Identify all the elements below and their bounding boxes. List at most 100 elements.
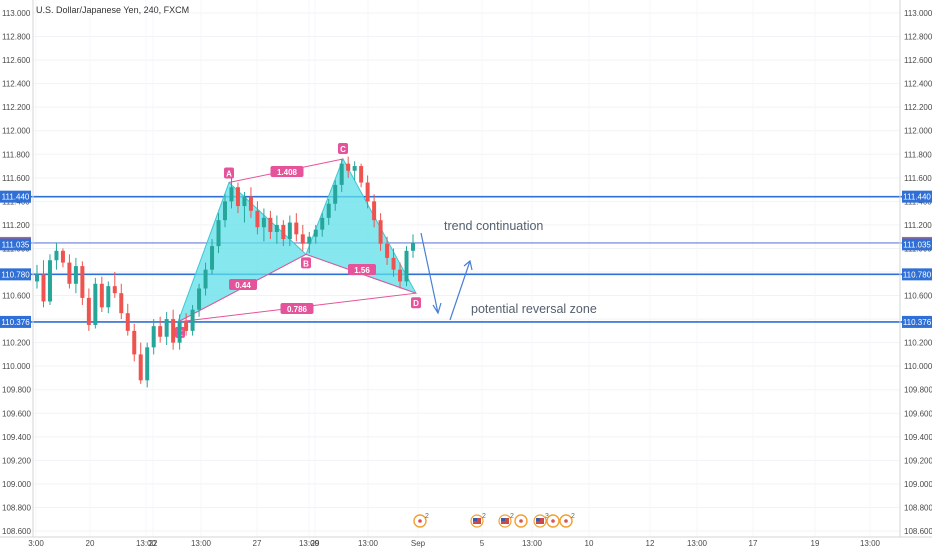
candle-body: [158, 326, 163, 337]
x-tick-label: 19: [811, 539, 820, 548]
candle-body: [54, 250, 59, 261]
candle-body: [404, 250, 409, 282]
x-tick-label: 5: [480, 539, 485, 548]
annotation-trend-continuation: trend continuation: [444, 219, 543, 233]
candle-body: [235, 187, 240, 207]
y-tick-label-left: 112.200: [2, 103, 31, 112]
candle-body: [352, 166, 357, 171]
x-tick-label: 13:00: [522, 539, 543, 548]
point-label: C: [340, 145, 346, 154]
ratio-tag-label: 1.56: [354, 266, 370, 275]
y-tick-label-right: 112.800: [904, 33, 932, 42]
candle-body: [99, 283, 104, 308]
last-price-badge-right-bg: [902, 238, 932, 251]
candle-body: [93, 283, 98, 325]
y-tick-label-left: 109.800: [2, 386, 31, 395]
us-flag-canton: [536, 518, 540, 521]
y-tick-label-left: 111.200: [2, 221, 30, 230]
candle-body: [339, 163, 344, 185]
candle-body: [333, 184, 338, 204]
annotation-potential-reversal-zone: potential reversal zone: [471, 302, 597, 316]
y-tick-label-left: 108.600: [2, 527, 31, 536]
y-tick-label-left: 109.400: [2, 433, 31, 442]
candle-body: [164, 319, 169, 337]
candle-body: [411, 242, 415, 251]
y-tick-label-left: 112.000: [2, 127, 31, 136]
candle-body: [184, 321, 189, 331]
level-badge-right-label: 110.376: [903, 318, 932, 327]
candle-body: [35, 274, 39, 282]
point-label-bg: [301, 257, 311, 269]
candle-body: [287, 222, 292, 240]
level-badge-right-label: 111.440: [903, 193, 931, 202]
price-badges: 111.440111.440111.047111.047110.780110.7…: [0, 190, 932, 328]
point-label-bg: [411, 297, 421, 309]
event-circle-icon[interactable]: 2: [559, 513, 575, 528]
candle-body: [346, 163, 351, 171]
y-tick-label-right: 111.800: [904, 150, 932, 159]
candle-body: [313, 229, 318, 237]
candle-body: [73, 266, 78, 284]
chart-title: U.S. Dollar/Japanese Yen, 240, FXCM: [36, 5, 189, 15]
y-tick-label-right: 110.000: [904, 362, 932, 371]
level-badge-right-bg: [902, 268, 932, 281]
arrow-down-line: [420, 232, 439, 314]
candle-body: [378, 220, 383, 244]
event-circle-icon[interactable]: [546, 514, 560, 528]
x-tick-label: 13:00: [687, 539, 708, 548]
y-tick-label-left: 109.600: [2, 409, 31, 418]
x-tick-label: Sep: [411, 539, 426, 548]
candle-body: [151, 326, 156, 348]
candle-body: [203, 269, 208, 289]
ratio-tag-bg: [270, 166, 304, 177]
candle-body: [112, 286, 117, 294]
candle-body: [197, 288, 202, 310]
candle-body: [138, 354, 143, 381]
economic-events[interactable]: 2 2 2 3 2: [413, 513, 575, 528]
event-count: 2: [425, 513, 429, 520]
y-tick-label-right: 109.800: [904, 386, 932, 395]
y-tick-label-right: 108.600: [904, 527, 932, 536]
y-tick-label-left: 110.000: [2, 362, 31, 371]
candle-body: [210, 246, 215, 270]
level-badge-left-label: 110.376: [1, 318, 30, 327]
us-flag-icon[interactable]: 2: [470, 513, 486, 528]
y-tick-label-right: 111.600: [904, 174, 932, 183]
candle-body: [67, 262, 72, 284]
candle-body: [177, 321, 182, 343]
y-tick-label-left: 112.600: [2, 56, 31, 65]
event-count: 2: [510, 513, 514, 520]
ratio-tag-label: 0.786: [287, 305, 308, 314]
event-circle-icon[interactable]: 2: [413, 513, 429, 528]
candle-body: [294, 222, 299, 235]
candle-body: [242, 196, 247, 207]
grid: [33, 0, 900, 537]
point-label: A: [226, 170, 232, 179]
y-tick-label-right: 109.000: [904, 480, 932, 489]
candle-body: [320, 217, 325, 230]
event-circle-icon[interactable]: [514, 514, 528, 528]
y-tick-label-left: 109.000: [2, 480, 31, 489]
y-tick-label-right: 111.200: [904, 221, 932, 230]
candle-body: [398, 269, 403, 282]
candle-body: [132, 330, 137, 355]
projection-arrows: [420, 232, 473, 321]
ratio-tag-bg: [348, 264, 376, 275]
y-tick-label-left: 110.200: [2, 339, 31, 348]
candle-body: [80, 266, 85, 298]
level-badge-left-bg: [0, 190, 31, 203]
y-tick-label-right: 109.600: [904, 409, 932, 418]
us-flag-canton: [473, 518, 477, 521]
y-tick-label-left: 109.200: [2, 456, 31, 465]
us-flag-icon[interactable]: 2: [498, 513, 514, 528]
ratio-tag-label: 1.408: [277, 168, 298, 177]
arrow-up-line: [449, 260, 471, 321]
candle-body: [248, 196, 253, 211]
level-badge-right-bg: [902, 315, 932, 328]
x-tick-label: 27: [253, 539, 262, 548]
us-flag-icon[interactable]: 3: [533, 513, 549, 528]
arrow-down-head: [432, 302, 442, 315]
candle-body: [391, 257, 396, 270]
x-tick-label: 22: [149, 539, 158, 548]
